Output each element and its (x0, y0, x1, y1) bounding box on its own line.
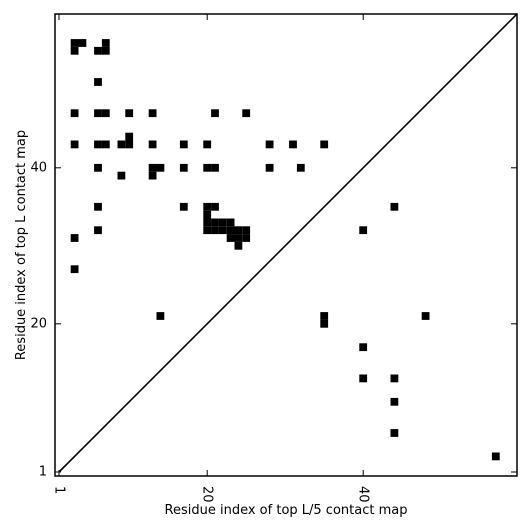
contact-cell-top-l (211, 218, 219, 227)
contact-cell-top-l (125, 109, 134, 118)
contact-cell-top-l5 (359, 226, 368, 235)
contact-cell-top-l (226, 234, 235, 242)
y-tick-label: 20 (30, 316, 47, 331)
contact-cell-top-l (94, 78, 102, 86)
y-tick-label: 1 (39, 465, 47, 480)
contact-cell-top-l (94, 140, 102, 149)
contact-cell-top-l (211, 202, 219, 211)
contact-cell-top-l (242, 234, 251, 242)
contact-cell-top-l (125, 140, 134, 149)
contact-cell-top-l (179, 140, 188, 149)
contact-cell-top-l (101, 109, 110, 118)
contact-cell-top-l (218, 226, 227, 235)
contact-cell-top-l5 (156, 312, 165, 320)
contact-cell-top-l (211, 163, 219, 172)
x-tick-label: 1 (52, 486, 67, 494)
contact-cell-top-l (320, 140, 329, 149)
contact-cell-top-l (203, 163, 212, 172)
contact-cell-top-l (94, 202, 102, 211)
contact-cell-top-l5 (390, 429, 399, 437)
plot-frame (54, 13, 518, 477)
x-tick-label: 40 (356, 486, 371, 503)
contact-cell-top-l5 (320, 319, 329, 328)
contact-cell-top-l (203, 140, 212, 149)
contact-cell-top-l5 (491, 452, 500, 461)
y-axis-label: Residue index of top L contact map (14, 130, 29, 360)
contact-cell-top-l5 (390, 202, 399, 211)
contact-cell-top-l (148, 140, 157, 149)
contact-cell-top-l (148, 163, 157, 172)
contact-cell-top-l (148, 171, 157, 180)
contact-cell-top-l (70, 140, 79, 149)
contact-cell-top-l (203, 226, 212, 235)
contact-cell-top-l (117, 140, 126, 149)
contact-cell-top-l (70, 234, 79, 242)
contact-cell-top-l (148, 109, 157, 118)
contact-cell-top-l (226, 218, 235, 227)
contact-cell-top-l (101, 39, 110, 47)
contact-cell-top-l (242, 109, 251, 118)
contact-cell-top-l (94, 109, 102, 118)
contact-cell-top-l (117, 171, 126, 180)
contact-cell-top-l (94, 163, 102, 172)
contact-cell-top-l5 (359, 343, 368, 352)
contact-cell-top-l (203, 202, 212, 211)
contact-cell-top-l5 (421, 312, 430, 320)
contact-cell-top-l (265, 140, 274, 149)
contact-cell-top-l (203, 210, 212, 219)
contact-cell-top-l (70, 46, 79, 55)
contact-cell-top-l (94, 226, 102, 235)
contact-marks (70, 39, 500, 461)
y-axis-ticks: 1 20 40 (30, 160, 517, 480)
contact-cell-top-l (242, 226, 251, 235)
contact-cell-top-l (234, 226, 243, 235)
contact-cell-top-l (179, 202, 188, 211)
contact-cell-top-l (234, 241, 243, 250)
contact-cell-top-l (265, 163, 274, 172)
contact-cell-top-l5 (320, 312, 329, 320)
contact-cell-top-l (218, 218, 227, 227)
contact-cell-top-l (70, 109, 79, 118)
contact-cell-top-l5 (390, 397, 399, 406)
x-axis-ticks: 1 20 40 (52, 14, 371, 503)
contact-cell-top-l (78, 39, 87, 47)
contact-cell-top-l (296, 163, 305, 172)
contact-cell-top-l (179, 163, 188, 172)
contact-cell-top-l (70, 265, 79, 274)
contact-cell-top-l (211, 109, 219, 118)
contact-cell-top-l (125, 132, 134, 141)
diagonal-line (58, 13, 518, 473)
contact-cell-top-l (101, 140, 110, 149)
contact-cell-top-l (211, 226, 219, 235)
contact-cell-top-l (70, 39, 79, 47)
contact-cell-top-l (234, 234, 243, 242)
contact-cell-top-l (289, 140, 297, 149)
contact-cell-top-l5 (390, 374, 399, 383)
contact-cell-top-l (203, 218, 212, 227)
x-tick-label: 20 (200, 486, 215, 503)
y-tick-label: 40 (30, 160, 47, 175)
contact-cell-top-l (156, 163, 165, 172)
contact-cell-top-l5 (359, 374, 368, 383)
contact-cell-top-l (94, 46, 102, 55)
contact-cell-top-l (226, 226, 235, 235)
contact-cell-top-l (101, 46, 110, 55)
x-axis-label: Residue index of top L/5 contact map (165, 503, 408, 518)
